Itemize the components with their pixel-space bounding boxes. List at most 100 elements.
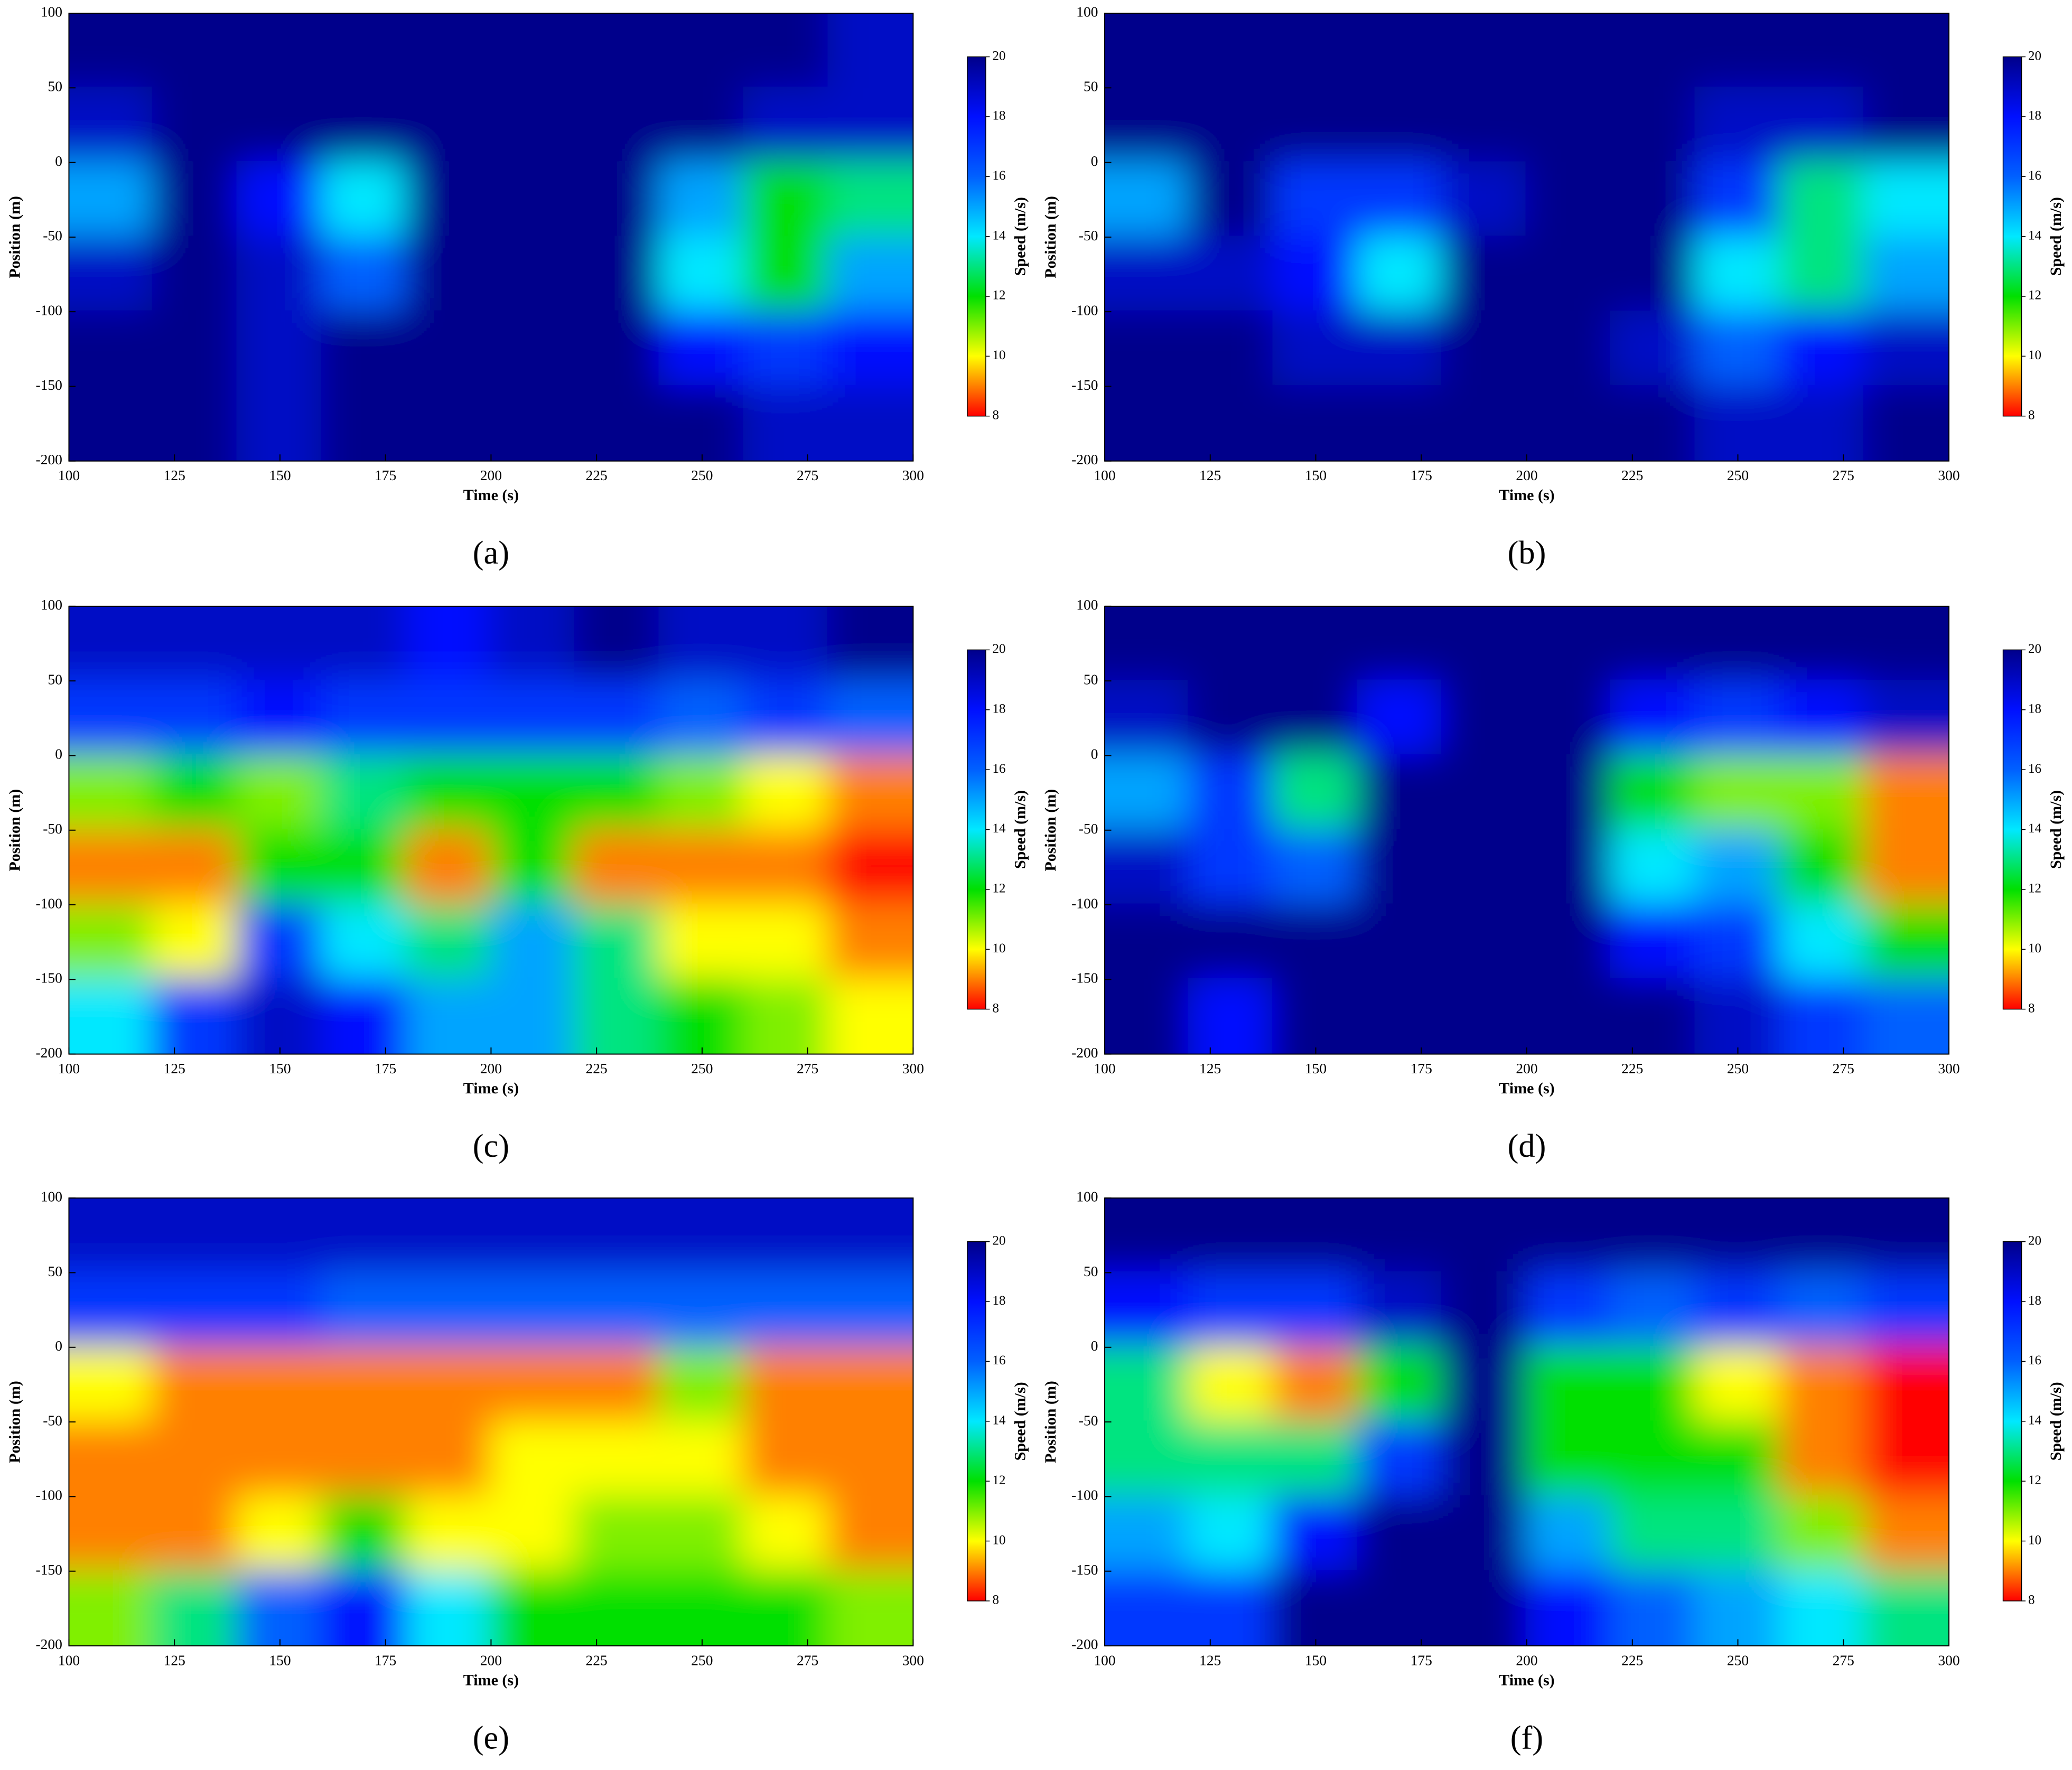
heatmap-cell — [1105, 236, 1191, 313]
heatmap-cell — [1694, 1198, 1781, 1274]
heatmap-cell — [1188, 679, 1275, 757]
heatmap-cell — [1778, 1570, 1866, 1646]
heatmap-cell — [405, 385, 492, 461]
heatmap-cell — [321, 903, 408, 981]
heatmap-cell — [489, 1420, 577, 1498]
heatmap-cell — [574, 310, 661, 388]
heatmap-cell — [152, 1570, 239, 1646]
heatmap-cell — [743, 978, 830, 1054]
colorbar-tick-label: 18 — [2028, 109, 2041, 123]
heatmap-cell — [1356, 754, 1444, 832]
heatmap-cell — [236, 1420, 324, 1498]
heatmap-cell — [1272, 13, 1359, 89]
heatmap-cell — [1778, 679, 1866, 757]
heatmap-cell — [1525, 13, 1613, 89]
y-tick-label: -200 — [36, 451, 62, 467]
heatmap-cell — [743, 1570, 830, 1646]
y-tick-label: 50 — [48, 671, 62, 687]
y-axis-label: Position (m) — [1042, 789, 1059, 872]
heatmap-cell — [1441, 754, 1528, 832]
heatmap-cell — [1694, 236, 1781, 313]
heatmap-cell — [1356, 1570, 1444, 1646]
heatmap-cell — [827, 1346, 913, 1424]
x-tick-label: 125 — [164, 1060, 185, 1076]
heatmap-cell — [489, 1570, 577, 1646]
x-tick-label: 225 — [586, 1060, 608, 1076]
colorbar-tick-label: 12 — [2028, 882, 2041, 896]
heatmap-cell — [1272, 1495, 1359, 1573]
heatmap-cell — [321, 236, 408, 313]
x-tick-label: 200 — [480, 1060, 502, 1076]
heatmap-cell — [658, 606, 746, 682]
colorbar-tick-label: 16 — [2028, 1353, 2041, 1368]
heatmap-cell — [489, 1346, 577, 1424]
x-axis-label: Time (s) — [1499, 1671, 1554, 1689]
x-tick-label: 150 — [269, 1060, 291, 1076]
y-tick-label: -100 — [1071, 1487, 1098, 1503]
heatmap-cell — [69, 978, 155, 1054]
heatmap-cell — [1863, 1495, 1949, 1573]
heatmap-cell — [1863, 1346, 1949, 1424]
heatmap-cell — [69, 1420, 155, 1498]
heatmap-cell — [1610, 13, 1697, 89]
heatmap-cell — [1441, 13, 1528, 89]
panel-label: (f) — [1510, 1719, 1543, 1756]
heatmap-cell — [658, 829, 746, 906]
heatmap-cell — [1525, 978, 1613, 1054]
heatmap-cell — [1441, 1271, 1528, 1349]
heatmap-cell — [658, 754, 746, 832]
heatmap-cell — [1272, 606, 1359, 682]
y-tick-label: 0 — [55, 1337, 62, 1354]
heatmap-cells — [69, 606, 913, 1054]
y-tick-label: 100 — [1076, 596, 1098, 613]
x-tick-label: 250 — [1727, 467, 1749, 483]
heatmap-cell — [827, 978, 913, 1054]
heatmap-cell — [1105, 385, 1191, 461]
heatmap-cell — [1863, 679, 1949, 757]
x-tick-label: 175 — [1411, 1060, 1432, 1076]
heatmap-cell — [1525, 829, 1613, 906]
heatmap-cell — [743, 754, 830, 832]
heatmap-cell — [574, 236, 661, 313]
heatmap-cell — [1188, 1271, 1275, 1349]
x-tick-label: 275 — [1833, 1652, 1854, 1668]
heatmap-cell — [1778, 1495, 1866, 1573]
heatmap-cell — [152, 606, 239, 682]
heatmap-cell — [1272, 1570, 1359, 1646]
heatmap-cell — [1441, 903, 1528, 981]
colorbar — [2002, 1241, 2022, 1602]
heatmap-cell — [69, 606, 155, 682]
heatmap-cells — [1105, 13, 1949, 461]
heatmap-cell — [1441, 236, 1528, 313]
heatmap-cell — [321, 1271, 408, 1349]
heatmap-cell — [405, 161, 492, 239]
heatmap-cell — [1272, 310, 1359, 388]
x-tick-label: 100 — [58, 1652, 80, 1668]
heatmap-cell — [489, 13, 577, 89]
heatmap-cell — [1863, 1420, 1949, 1498]
colorbar-tick-label: 10 — [2028, 348, 2041, 362]
heatmap-cell — [152, 978, 239, 1054]
heatmap-cell — [1441, 1346, 1528, 1424]
heatmap-cell — [236, 978, 324, 1054]
y-axis-label: Position (m) — [6, 789, 23, 872]
y-tick-label: -50 — [1079, 1412, 1098, 1428]
heatmap-cell — [827, 1495, 913, 1573]
heatmap-cell — [69, 829, 155, 906]
colorbar-tick-label: 18 — [2028, 1294, 2041, 1308]
x-tick-label: 100 — [1094, 1652, 1115, 1668]
heatmap-cell — [321, 978, 408, 1054]
heatmap-cell — [69, 86, 155, 164]
y-tick-label: 0 — [55, 746, 62, 762]
heatmap-cell — [1525, 1495, 1613, 1573]
heatmap-cell — [1610, 86, 1697, 164]
heatmap-cell — [1525, 236, 1613, 313]
heatmap-cell — [69, 1346, 155, 1424]
x-tick-label: 150 — [269, 467, 291, 483]
x-tick-label: 275 — [797, 1652, 818, 1668]
colorbar-tick-label: 18 — [992, 109, 1005, 123]
panel: 100 125 150 175 200 225 250 275 300-200-150-100-… — [6, 3, 1029, 571]
heatmap-cell — [236, 1198, 324, 1274]
heatmap — [1105, 606, 1949, 1054]
heatmap-cell — [236, 310, 324, 388]
